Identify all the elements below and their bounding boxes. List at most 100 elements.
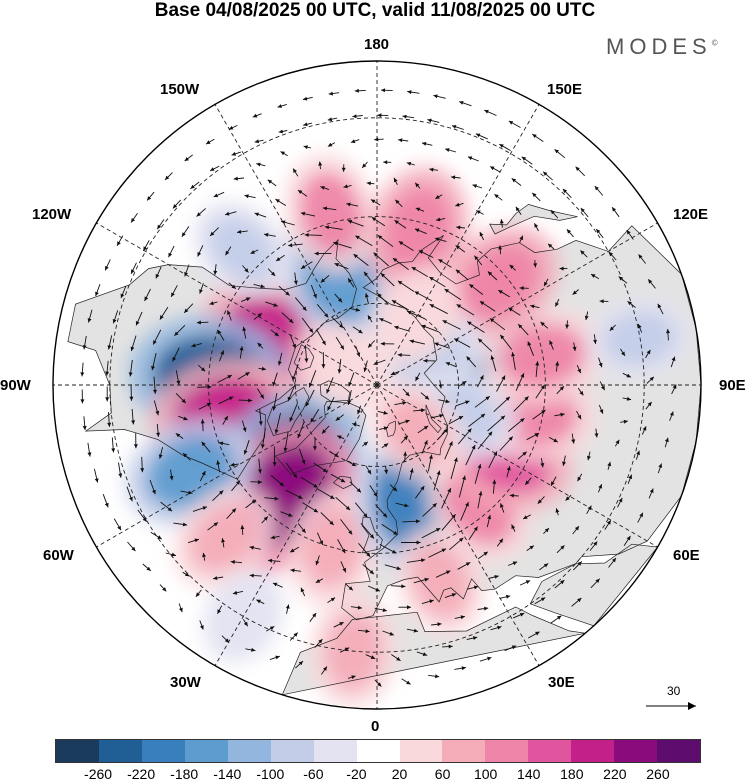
wind-vector — [534, 223, 539, 232]
wind-vector — [175, 370, 181, 385]
wind-vector — [302, 96, 313, 101]
wind-vector — [487, 271, 498, 281]
wind-vector — [367, 585, 381, 592]
wind-vector — [608, 251, 617, 261]
wind-vector — [475, 210, 484, 215]
colorbar-swatch — [657, 740, 701, 762]
africa-land-coastline — [281, 606, 586, 696]
wind-vector — [554, 298, 560, 307]
wind-vector — [572, 342, 577, 352]
wind-vector — [548, 436, 559, 443]
victoria-land-coastline — [293, 344, 315, 371]
wind-vector — [317, 488, 335, 500]
wind-vector — [249, 545, 261, 550]
wind-vector — [611, 206, 620, 218]
wind-vector — [285, 462, 298, 479]
wind-vector — [542, 171, 553, 181]
wind-vector — [174, 324, 186, 337]
wind-vector — [216, 460, 221, 473]
wind-vector — [438, 380, 443, 389]
lon-label-120e: 120E — [673, 206, 709, 223]
wind-vector — [199, 470, 206, 482]
wind-vector — [182, 571, 190, 577]
colorbar-swatch — [485, 740, 529, 762]
wind-vector — [626, 229, 634, 240]
anomaly-core — [299, 171, 363, 255]
map-disc — [53, 61, 701, 709]
wind-vector — [479, 656, 492, 662]
colorbar-swatch — [356, 740, 400, 762]
wind-vector — [614, 439, 620, 447]
anomaly-core — [384, 397, 449, 466]
wind-vector — [496, 538, 504, 547]
lon-label-30e: 30E — [548, 674, 575, 691]
wind-vector — [281, 312, 294, 324]
wind-vector — [556, 545, 565, 554]
wind-vector — [509, 493, 519, 498]
wind-vector — [599, 299, 609, 304]
wind-vector — [217, 605, 223, 615]
wind-vector — [303, 145, 312, 150]
wind-vector — [120, 285, 127, 299]
wind-vector — [380, 341, 395, 346]
wind-vector — [465, 444, 476, 466]
wind-vector — [293, 272, 298, 285]
wind-vector — [572, 525, 580, 535]
wind-vector — [393, 177, 398, 185]
wind-vector — [635, 450, 640, 460]
wind-vector — [645, 349, 651, 359]
wind-vector — [250, 249, 259, 255]
wind-vector — [400, 435, 409, 444]
wind-vector — [532, 409, 546, 420]
wind-vector — [272, 582, 283, 588]
wind-vector — [301, 317, 314, 333]
colorbar-ticks: -260 -220 -180 -140 -100 -60 -20 20 60 100 140 180 2… — [0, 766, 750, 782]
wind-vector — [587, 451, 591, 461]
wind-vector — [374, 137, 384, 142]
wind-vector — [534, 597, 546, 605]
wind-vector — [320, 274, 330, 283]
wind-vector — [337, 435, 345, 440]
colorbar-swatch — [614, 740, 658, 762]
wind-vector — [175, 433, 184, 439]
wind-vector — [347, 390, 352, 405]
wind-vector — [384, 466, 389, 474]
wind-vector — [245, 499, 257, 509]
wind-vector — [219, 350, 225, 362]
wind-vector — [362, 441, 369, 447]
wind-vector — [202, 552, 206, 561]
wind-vector — [357, 405, 362, 415]
colorbar-swatch — [313, 740, 357, 762]
wind-vector — [373, 359, 386, 365]
wind-vector — [526, 545, 535, 551]
wind-vector — [397, 353, 411, 357]
colorbar-tick-label: 220 — [603, 766, 627, 782]
wind-vector — [555, 361, 560, 372]
wind-vector — [433, 94, 446, 99]
wind-vector — [221, 635, 230, 643]
wind-vector — [116, 235, 124, 247]
wind-vector — [237, 371, 250, 380]
wind-vector — [508, 307, 521, 316]
wind-vector — [335, 336, 345, 350]
wind-vector — [272, 372, 278, 387]
wind-vector — [576, 410, 582, 420]
wind-vector — [449, 537, 464, 551]
wind-vector — [209, 301, 218, 306]
wind-vector — [515, 206, 522, 215]
wind-vector — [80, 362, 85, 377]
wind-vector — [623, 535, 631, 546]
wind-vector — [355, 235, 373, 247]
wind-vector — [571, 597, 582, 607]
wind-vector — [562, 455, 566, 466]
wind-vector — [178, 415, 188, 421]
wind-vector — [416, 651, 428, 656]
wind-vector — [231, 151, 241, 156]
wind-vector — [414, 291, 433, 302]
wind-vector — [231, 480, 241, 492]
colorbar-tick-label: -260 — [84, 766, 113, 782]
wind-vector — [297, 421, 305, 439]
anomaly-core — [411, 542, 471, 619]
reference-vector — [646, 702, 696, 710]
wind-vector — [140, 456, 145, 473]
